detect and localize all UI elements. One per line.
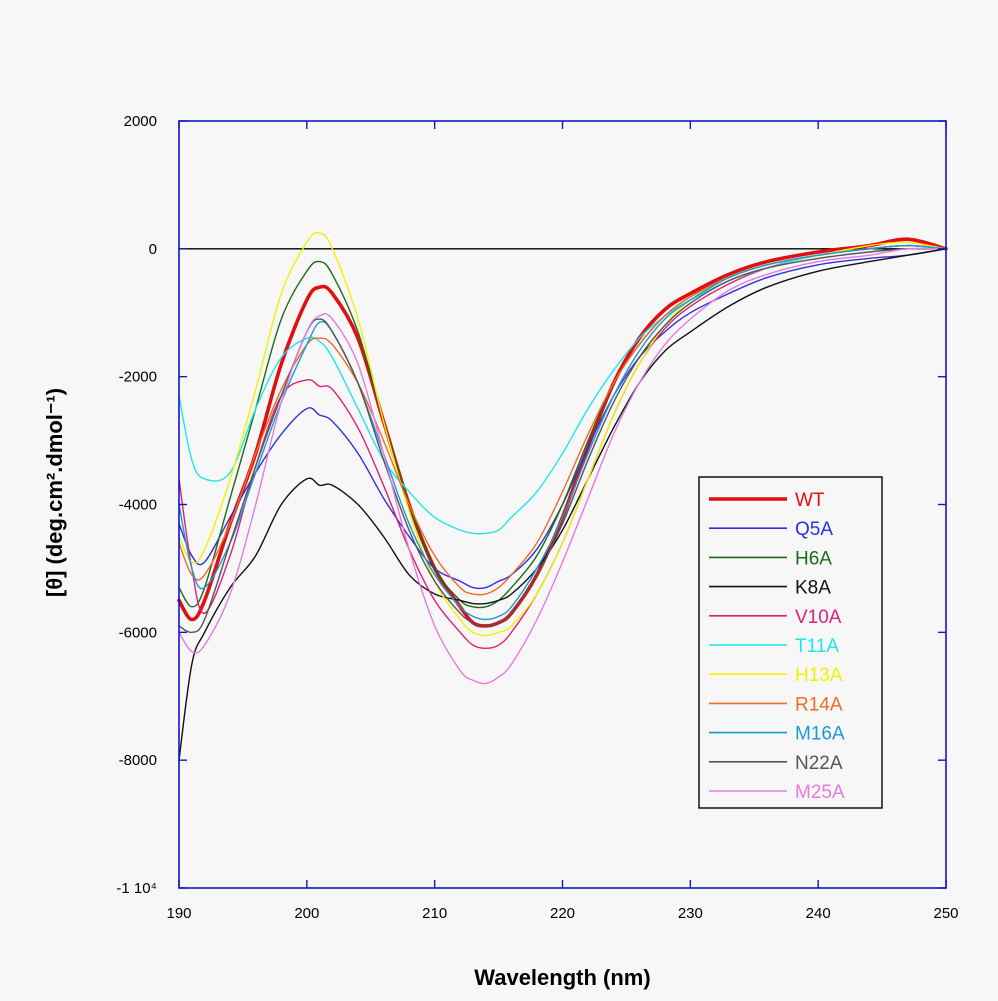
y-tick-label: -8000 <box>119 752 157 769</box>
y-tick-label: 0 <box>149 241 157 258</box>
legend-label: K8A <box>795 578 831 599</box>
y-axis-title: [θ] (deg.cm².dmol⁻¹) <box>42 388 67 597</box>
x-tick-label: 240 <box>806 905 831 922</box>
y-tick-label: -6000 <box>119 624 157 641</box>
legend-label: H6A <box>795 548 832 569</box>
x-tick-label: 200 <box>294 905 319 922</box>
legend-label: V10A <box>795 607 842 628</box>
y-tick-label: -4000 <box>119 497 157 514</box>
series-line-k8a <box>178 248 947 761</box>
x-tick-label: 210 <box>422 905 447 922</box>
series-line-m25a <box>178 247 947 685</box>
y-tick-label: -1 10⁴ <box>116 880 157 897</box>
legend-label: R14A <box>795 694 843 715</box>
x-tick-label: 220 <box>550 905 575 922</box>
legend: WT Q5A H6A K8A V10A T11A H13A R14A M16A N22A M25A <box>698 476 883 809</box>
y-tick-label: -2000 <box>119 369 157 386</box>
legend-frame <box>698 476 883 809</box>
legend-label: N22A <box>795 753 843 774</box>
y-tick-label: 2000 <box>124 113 157 130</box>
series-line-q5a <box>178 248 947 590</box>
x-tick-label: 250 <box>933 905 958 922</box>
series-line-v10a <box>178 244 947 649</box>
legend-label: H13A <box>795 665 843 686</box>
series-line-n22a <box>178 247 947 634</box>
legend-label: M25A <box>795 782 845 803</box>
x-tick-label: 190 <box>166 905 191 922</box>
series-lines <box>177 231 948 761</box>
axis-ticks: 190 200 210 220 230 240 250 2000 0 -2000 -4000 -600… <box>116 113 958 922</box>
x-tick-label: 230 <box>678 905 703 922</box>
legend-label: T11A <box>795 636 839 657</box>
x-axis-title: Wavelength (nm) <box>474 965 650 990</box>
legend-label: M16A <box>795 724 845 745</box>
series-line-m16a <box>178 244 947 621</box>
legend-label: WT <box>795 490 825 511</box>
legend-label: Q5A <box>795 519 833 540</box>
